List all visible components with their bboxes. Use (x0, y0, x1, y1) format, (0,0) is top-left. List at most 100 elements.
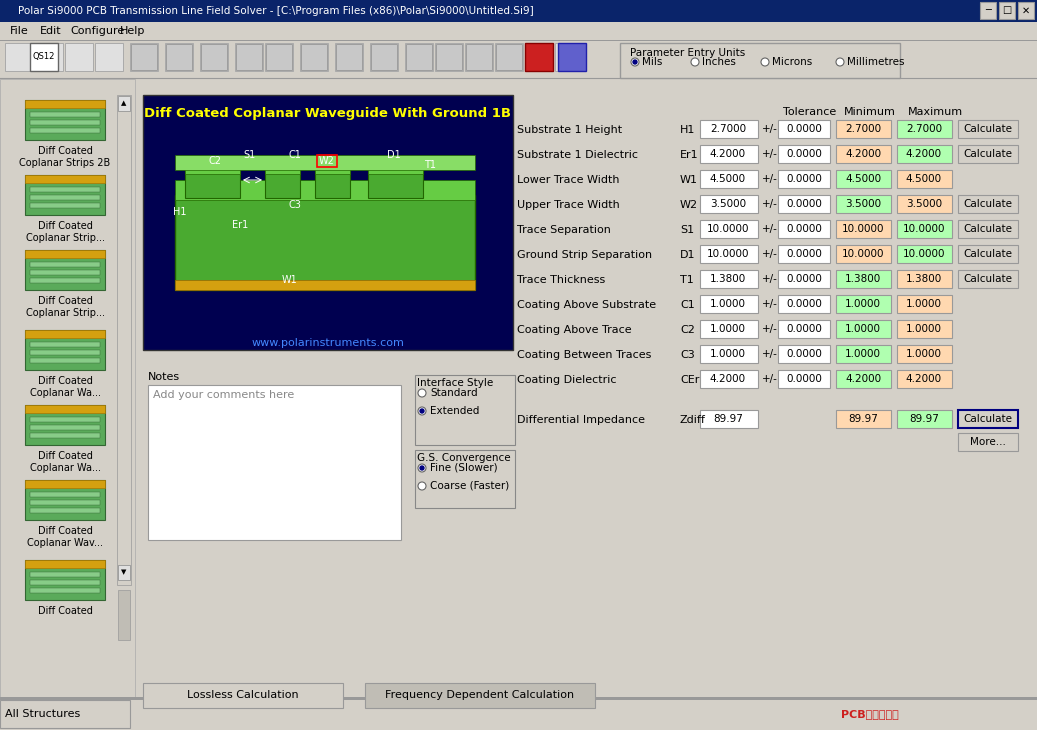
Bar (148, 385, 401, 540)
Circle shape (418, 464, 426, 472)
Bar (836, 320, 891, 338)
Text: Differential Impedance: Differential Impedance (517, 415, 645, 425)
Circle shape (633, 60, 637, 64)
Bar (897, 120, 952, 138)
Bar (778, 170, 830, 188)
Text: 2.7000: 2.7000 (710, 124, 746, 134)
Text: Calculate: Calculate (963, 414, 1012, 424)
Text: 10.0000: 10.0000 (842, 249, 885, 259)
Bar (465, 43, 493, 71)
Bar (525, 43, 553, 71)
Bar (165, 43, 193, 71)
Text: Coating Dielectric: Coating Dielectric (517, 375, 617, 385)
Text: Frequency Dependent Calculation: Frequency Dependent Calculation (386, 690, 574, 700)
Bar (118, 96, 130, 111)
Bar (407, 44, 432, 70)
Bar (25, 175, 105, 183)
Bar (235, 43, 263, 71)
Circle shape (418, 389, 426, 397)
Bar (30, 425, 100, 430)
Bar (265, 162, 300, 174)
Bar (30, 43, 58, 71)
Bar (185, 162, 240, 174)
Circle shape (418, 407, 426, 415)
Text: □: □ (1003, 6, 1012, 15)
Text: Diff Coated
Coplanar Wa...: Diff Coated Coplanar Wa... (29, 376, 101, 398)
Text: 89.97: 89.97 (713, 414, 742, 424)
Bar (265, 170, 300, 198)
Bar (778, 320, 830, 338)
Text: Er1: Er1 (232, 220, 248, 230)
Bar (897, 320, 952, 338)
Text: 0.0000: 0.0000 (786, 199, 822, 209)
Bar (836, 120, 891, 138)
Bar (836, 295, 891, 313)
Text: Diff Coated
Coplanar Strips 2B: Diff Coated Coplanar Strips 2B (20, 146, 111, 168)
Text: Coating Above Trace: Coating Above Trace (517, 325, 632, 335)
Text: 89.97: 89.97 (909, 414, 938, 424)
Bar (130, 43, 158, 71)
Bar (0, 40, 1037, 41)
Text: C1: C1 (680, 300, 695, 310)
Bar (30, 203, 100, 208)
Bar (958, 433, 1018, 451)
Bar (778, 195, 830, 213)
Text: H1: H1 (680, 125, 696, 135)
Text: +/-: +/- (762, 124, 778, 134)
Text: D1: D1 (387, 150, 401, 160)
Text: Coarse (Faster): Coarse (Faster) (430, 481, 509, 491)
Bar (30, 262, 100, 267)
Text: Calculate: Calculate (963, 274, 1012, 284)
Text: Tolerance: Tolerance (783, 107, 837, 117)
Text: Diff Coated: Diff Coated (37, 606, 92, 616)
Bar (700, 195, 758, 213)
Bar (25, 560, 105, 600)
Bar (897, 295, 952, 313)
Text: Trace Separation: Trace Separation (517, 225, 611, 235)
Text: ─: ─ (985, 6, 991, 15)
Bar (200, 43, 228, 71)
Text: 1.3800: 1.3800 (906, 274, 943, 284)
Text: 4.5000: 4.5000 (906, 174, 942, 184)
Bar (315, 162, 351, 174)
Text: 0.0000: 0.0000 (786, 124, 822, 134)
Text: Extended: Extended (430, 406, 479, 416)
Bar (0, 79, 1037, 730)
Text: D1: D1 (680, 250, 696, 260)
Text: ✕: ✕ (1021, 6, 1030, 15)
Bar (700, 245, 758, 263)
Bar (368, 170, 423, 198)
Text: 1.3800: 1.3800 (845, 274, 881, 284)
Bar (466, 44, 492, 70)
Text: Fine (Slower): Fine (Slower) (430, 463, 498, 473)
Text: 1.0000: 1.0000 (710, 324, 746, 334)
Text: 0.0000: 0.0000 (786, 149, 822, 159)
Bar (435, 43, 463, 71)
Bar (897, 170, 952, 188)
Text: Interface Style: Interface Style (417, 378, 494, 388)
Text: Er1: Er1 (680, 150, 699, 160)
Text: 0.0000: 0.0000 (786, 299, 822, 309)
Text: 1.0000: 1.0000 (906, 324, 942, 334)
Bar (25, 100, 105, 108)
Text: Maximum: Maximum (907, 107, 962, 117)
Text: +/-: +/- (762, 149, 778, 159)
Bar (30, 492, 100, 497)
Text: 10.0000: 10.0000 (903, 224, 946, 234)
Text: 10.0000: 10.0000 (707, 249, 750, 259)
Text: Parameter Entry Units: Parameter Entry Units (630, 48, 746, 58)
Text: 4.5000: 4.5000 (710, 174, 746, 184)
Circle shape (836, 58, 844, 66)
Bar (118, 565, 130, 580)
Text: ▲: ▲ (121, 101, 127, 107)
Bar (185, 170, 240, 198)
Text: 1.0000: 1.0000 (845, 349, 881, 359)
Bar (30, 128, 100, 133)
Text: 0.0000: 0.0000 (786, 224, 822, 234)
Text: Millimetres: Millimetres (847, 57, 904, 67)
Text: Calculate: Calculate (963, 199, 1012, 209)
Text: Inches: Inches (702, 57, 736, 67)
Bar (143, 368, 407, 663)
Bar (897, 245, 952, 263)
Text: Add your comments here: Add your comments here (153, 390, 295, 400)
